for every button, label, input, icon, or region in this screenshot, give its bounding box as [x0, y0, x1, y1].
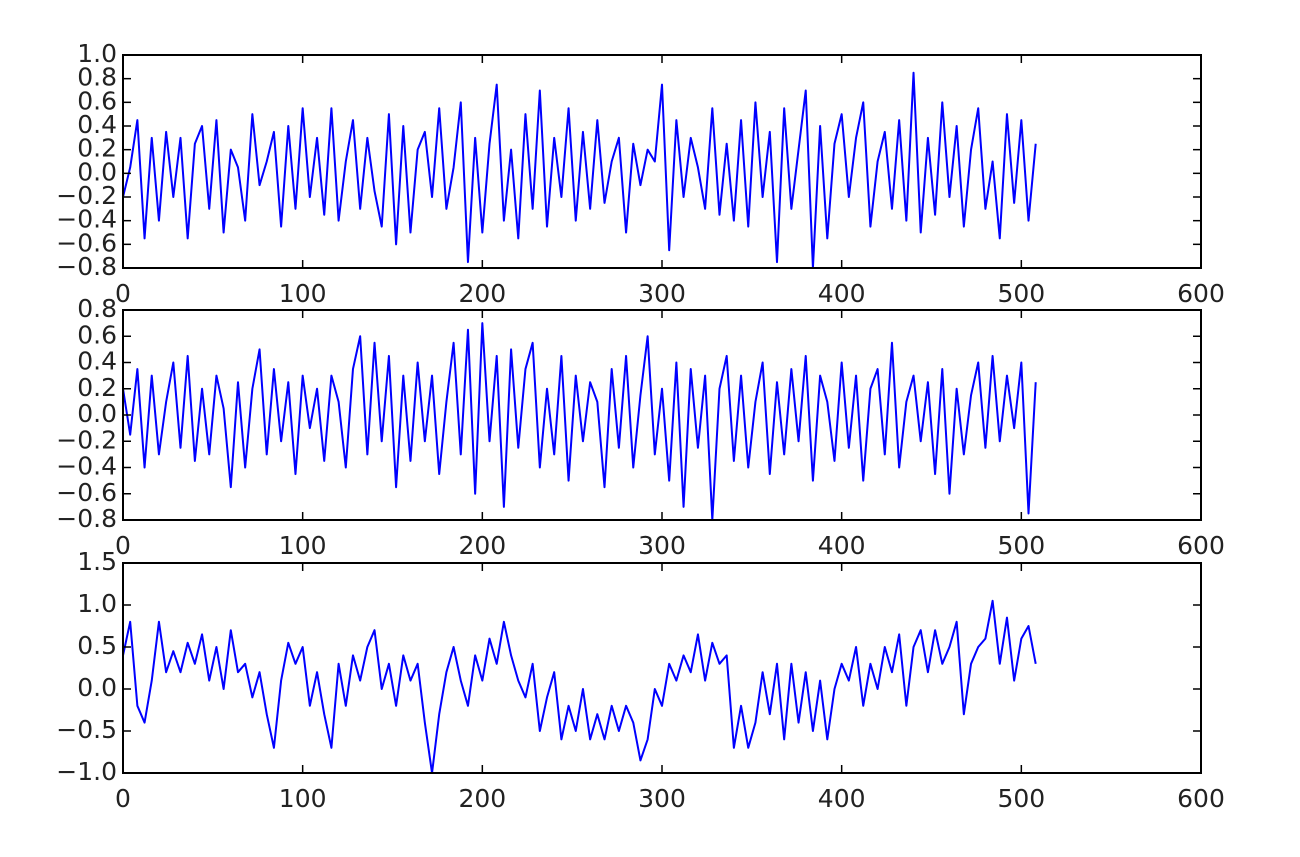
y-tick-label: 0.6: [77, 86, 117, 115]
x-tick-label: 300: [638, 784, 686, 813]
x-tick-label: 200: [458, 784, 506, 813]
y-tick-label: 1.5: [77, 547, 117, 576]
y-tick-label: −0.6: [56, 478, 117, 507]
y-tick-label: −0.4: [56, 452, 117, 481]
x-tick-label: 200: [458, 531, 506, 560]
x-tick-label: 400: [818, 531, 866, 560]
x-tick-label: 500: [997, 531, 1045, 560]
y-tick-label: −0.4: [56, 205, 117, 234]
x-tick-label: 200: [458, 279, 506, 308]
y-tick-label: 1.0: [77, 39, 117, 68]
y-tick-label: 0.0: [77, 157, 117, 186]
line-series: [122, 599, 1037, 774]
x-tick-label: 100: [279, 279, 327, 308]
x-tick-label: 400: [818, 279, 866, 308]
x-tick-label: 300: [638, 531, 686, 560]
y-tick-label: 0.6: [77, 320, 117, 349]
y-tick-label: −0.8: [56, 252, 117, 281]
x-tick-label: 600: [1177, 784, 1225, 813]
y-tick-label: 0.0: [77, 399, 117, 428]
y-tick-label: −1.0: [56, 757, 117, 786]
x-tick-label: 0: [115, 784, 131, 813]
x-tick-label: 100: [279, 784, 327, 813]
plot-area: [123, 563, 1201, 773]
y-tick-label: −0.6: [56, 228, 117, 257]
x-tick-label: 0: [115, 279, 131, 308]
x-tick-label: 100: [279, 531, 327, 560]
y-tick-label: −0.5: [56, 715, 117, 744]
x-tick-label: 0: [115, 531, 131, 560]
y-tick-label: 0.2: [77, 373, 117, 402]
y-tick-label: −0.8: [56, 504, 117, 533]
y-tick-label: 0.2: [77, 134, 117, 163]
plot-area: [123, 310, 1201, 520]
line-series: [122, 322, 1037, 521]
y-tick-label: 1.0: [77, 589, 117, 618]
y-tick-label: 0.4: [77, 347, 117, 376]
x-tick-label: 400: [818, 784, 866, 813]
y-tick-label: −0.2: [56, 425, 117, 454]
x-tick-label: 500: [997, 279, 1045, 308]
x-tick-label: 600: [1177, 279, 1225, 308]
line-series: [122, 71, 1037, 269]
y-tick-label: 0.5: [77, 631, 117, 660]
y-tick-label: 0.8: [77, 294, 117, 323]
x-tick-label: 500: [997, 784, 1045, 813]
y-tick-label: 0.0: [77, 673, 117, 702]
x-tick-label: 300: [638, 279, 686, 308]
y-tick-label: 0.8: [77, 63, 117, 92]
y-tick-label: −0.2: [56, 181, 117, 210]
y-tick-label: 0.4: [77, 110, 117, 139]
x-tick-label: 600: [1177, 531, 1225, 560]
